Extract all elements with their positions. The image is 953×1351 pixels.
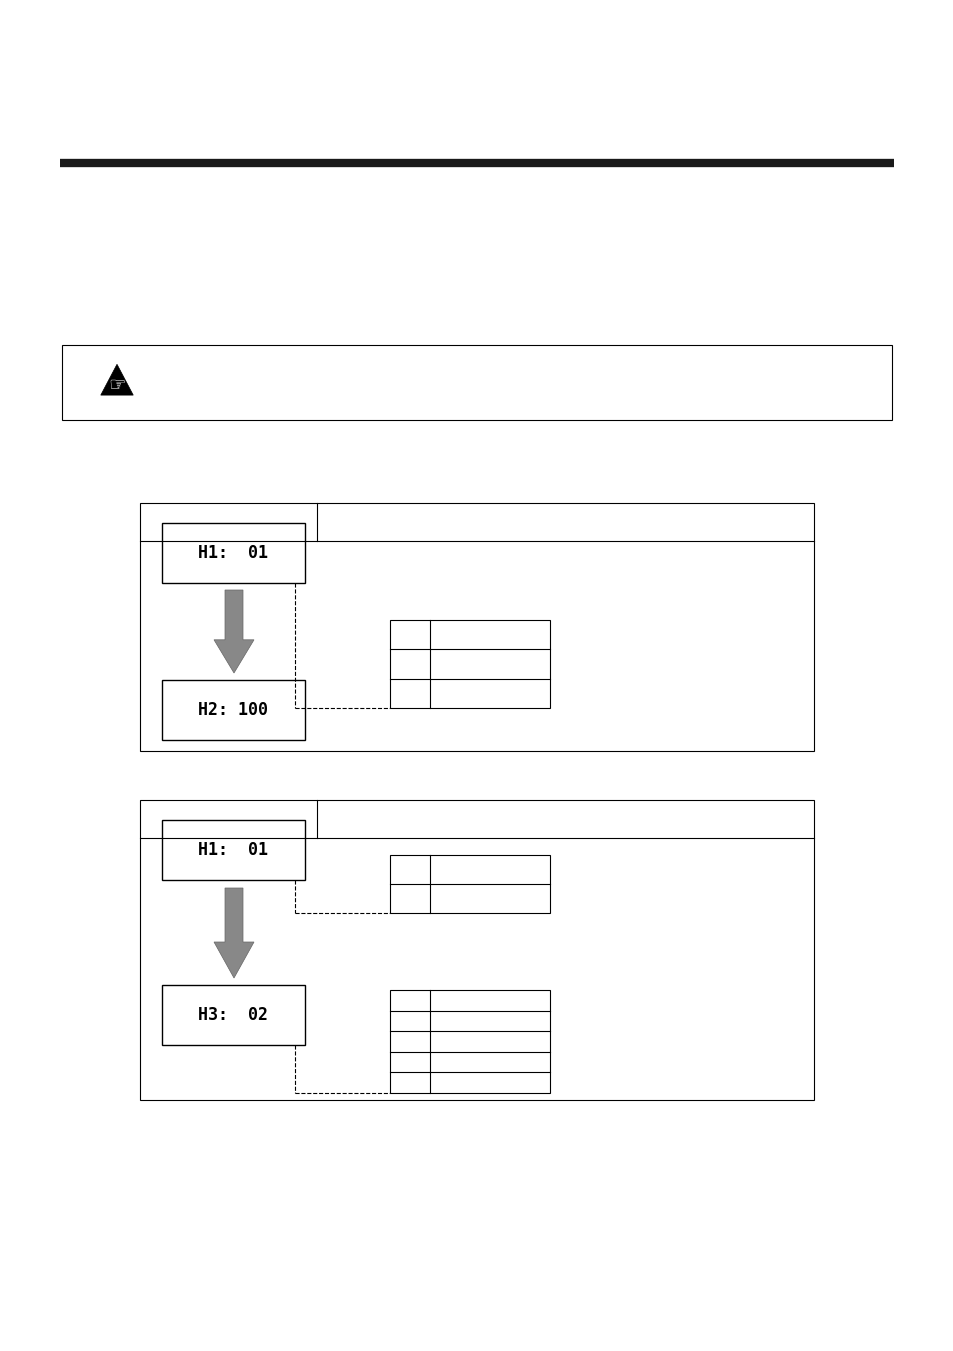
- Bar: [162, 985, 305, 1046]
- Polygon shape: [213, 590, 253, 673]
- Text: ☞: ☞: [108, 376, 126, 394]
- Bar: [162, 820, 305, 880]
- Text: H1:  01: H1: 01: [198, 842, 268, 859]
- Bar: [390, 620, 550, 708]
- Polygon shape: [101, 365, 133, 394]
- Bar: [62, 345, 891, 420]
- Bar: [162, 523, 305, 584]
- Bar: [162, 680, 305, 740]
- Bar: [140, 503, 813, 751]
- Polygon shape: [213, 888, 253, 978]
- Bar: [390, 855, 550, 913]
- Bar: [140, 800, 813, 1100]
- Text: H3:  02: H3: 02: [198, 1006, 268, 1024]
- Text: H1:  01: H1: 01: [198, 544, 268, 562]
- Text: H2: 100: H2: 100: [198, 701, 268, 719]
- Bar: [390, 990, 550, 1093]
